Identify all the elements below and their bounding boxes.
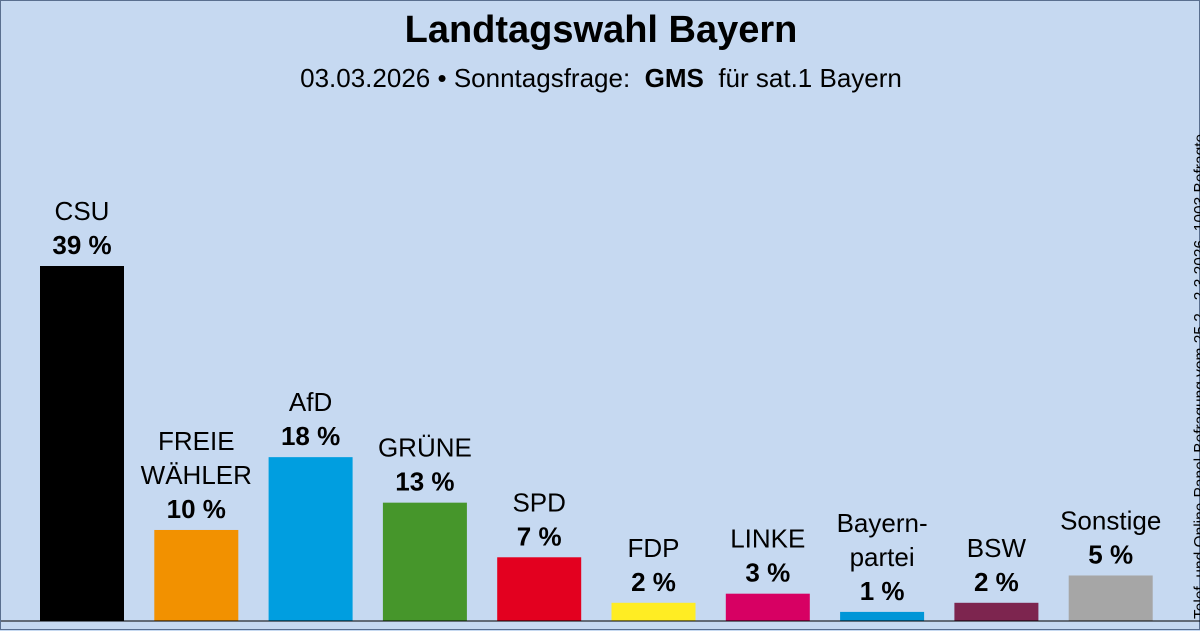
category-label-linke: LINKE	[730, 524, 805, 554]
bar-freiewähler	[154, 529, 239, 621]
chart-title: Landtagswahl Bayern	[404, 9, 798, 51]
category-label-grüne: GRÜNE	[378, 433, 472, 463]
value-label-spd: 7 %	[517, 521, 562, 551]
chart-subtitle: 03.03.2026 • Sonntagsfrage: GMS für sat.…	[1, 63, 1200, 94]
category-label-csu: CSU	[55, 196, 110, 226]
bar-linke	[725, 593, 810, 621]
category-label-freiewähler: FREIE	[158, 426, 235, 456]
value-label-grüne: 13 %	[395, 467, 454, 497]
category-label-afd: AfD	[289, 387, 332, 417]
category-label-bayern-partei: partei	[850, 542, 915, 572]
poll-client: für sat.1 Bayern	[718, 63, 902, 93]
bar-fdp	[611, 602, 696, 621]
bar-grüne	[382, 502, 467, 621]
value-label-bayern-partei: 1 %	[860, 576, 905, 606]
poll-institute: GMS	[644, 63, 704, 93]
value-label-freiewähler: 10 %	[167, 494, 226, 524]
bar-csu	[40, 266, 124, 621]
bar-bayern-partei	[840, 611, 925, 621]
subtitle-separator: •	[437, 63, 447, 93]
category-label-freiewähler: WÄHLER	[141, 460, 252, 490]
bar-spd	[497, 557, 582, 621]
value-label-linke: 3 %	[745, 558, 790, 588]
category-label-fdp: FDP	[628, 533, 680, 563]
poll-date: 03.03.2026	[300, 63, 431, 93]
bar-afd	[268, 457, 353, 621]
value-label-afd: 18 %	[281, 421, 340, 451]
value-label-sonstige: 5 %	[1088, 539, 1133, 569]
value-label-csu: 39 %	[52, 230, 111, 260]
category-label-bayern-partei: Bayern-	[837, 508, 928, 538]
value-label-fdp: 2 %	[631, 567, 676, 597]
value-label-bsw: 2 %	[974, 567, 1019, 597]
bar-sonstige	[1068, 575, 1153, 621]
poll-type: Sonntagsfrage:	[453, 63, 631, 93]
category-label-bsw: BSW	[967, 533, 1027, 563]
category-label-sonstige: Sonstige	[1060, 505, 1161, 535]
category-label-spd: SPD	[512, 487, 565, 517]
bar-bsw	[954, 602, 1039, 621]
